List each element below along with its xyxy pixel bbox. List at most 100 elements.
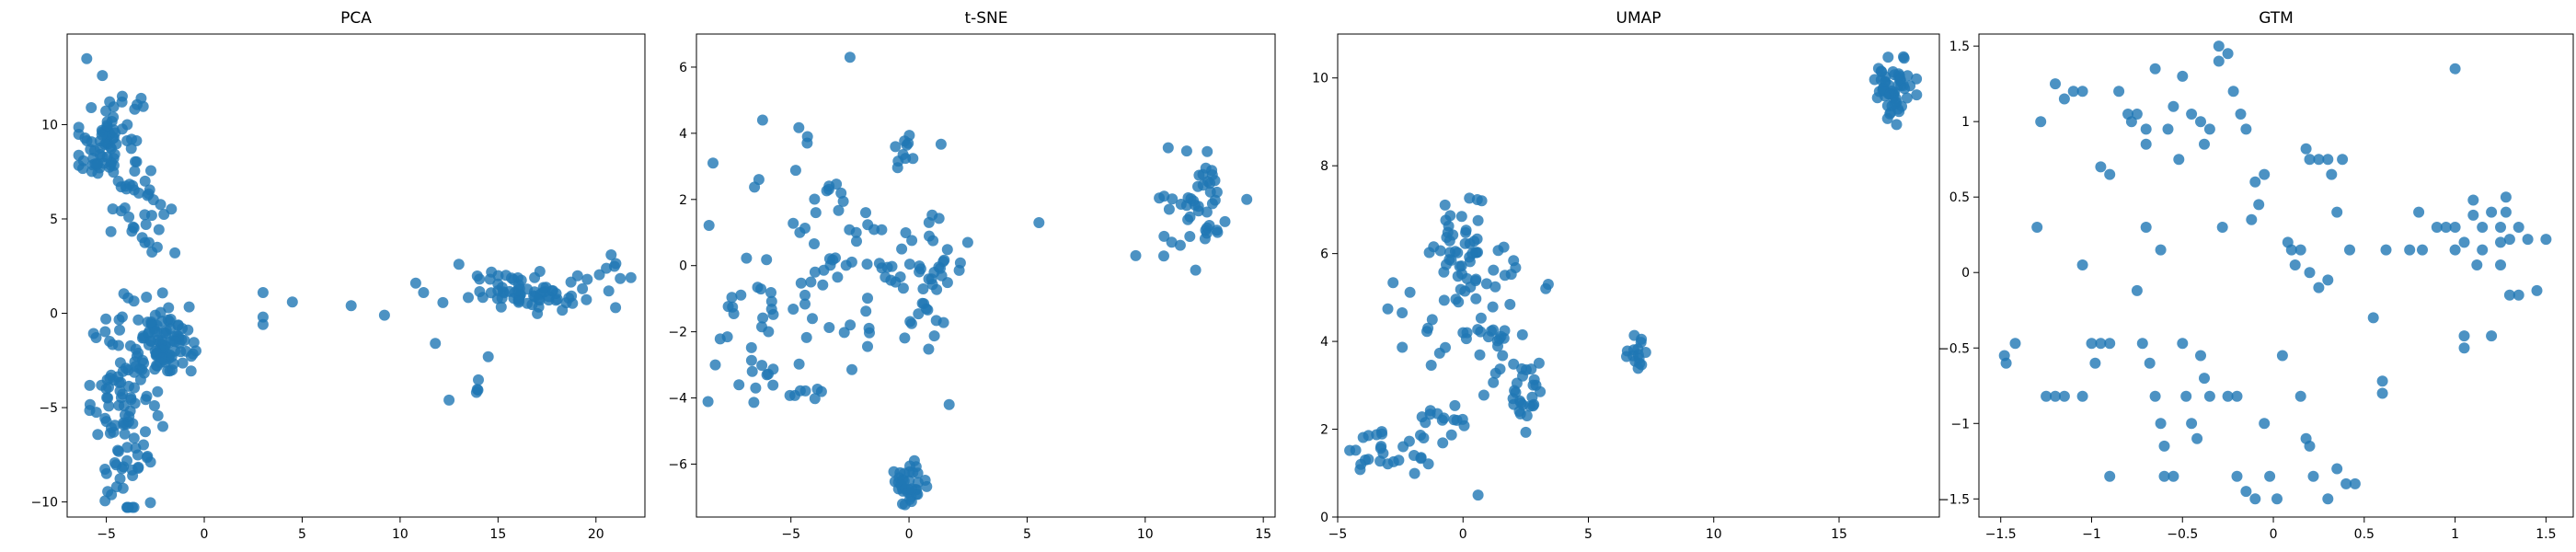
scatter-point	[2264, 470, 2276, 482]
scatter-point	[2313, 282, 2325, 293]
scatter-point	[1447, 229, 1459, 241]
scatter-point	[2222, 390, 2234, 402]
scatter-point	[2149, 63, 2161, 75]
scatter-point	[756, 114, 768, 126]
scatter-point	[2136, 338, 2148, 350]
scatter-point	[2294, 390, 2306, 402]
y-tick-label: −1	[1950, 417, 1970, 431]
scatter-point	[177, 357, 189, 369]
scatter-point	[104, 96, 116, 108]
scatter-point	[1517, 370, 1528, 382]
scatter-point	[557, 305, 569, 316]
scatter-point	[2203, 123, 2215, 135]
scatter-point	[2440, 222, 2452, 233]
scatter-point	[1403, 435, 1415, 447]
scatter-point	[2125, 116, 2137, 128]
scatter-point	[897, 282, 909, 294]
scatter-point	[788, 304, 799, 315]
scatter-point	[2477, 244, 2489, 256]
scatter-point	[2458, 342, 2470, 354]
scatter-point	[1525, 363, 1537, 375]
scatter-point	[900, 227, 912, 238]
scatter-point	[1453, 296, 1465, 308]
scatter-point	[2246, 213, 2258, 225]
y-tick-label: −10	[30, 496, 58, 511]
scatter-point	[1241, 193, 1253, 205]
y-tick-label: 2	[1320, 423, 1328, 438]
scatter-point	[727, 301, 739, 313]
scatter-point	[1203, 220, 1215, 231]
scatter-point	[157, 420, 168, 432]
scatter-point	[799, 385, 811, 397]
scatter-point	[2467, 209, 2479, 221]
scatter-point	[1461, 272, 1473, 284]
scatter-point	[110, 459, 122, 471]
scatter-point	[800, 331, 812, 343]
scatter-point	[593, 269, 605, 281]
scatter-point	[811, 384, 823, 395]
scatter-point	[1480, 278, 1492, 290]
scatter-point	[2058, 93, 2070, 105]
scatter-point	[2531, 284, 2543, 296]
scatter-point	[132, 187, 144, 199]
scatter-point	[130, 155, 141, 167]
scatter-point	[1425, 360, 1437, 371]
scatter-point	[862, 340, 873, 352]
scatter-point	[1382, 303, 1394, 315]
scatter-point	[175, 346, 187, 358]
scatter-point	[148, 400, 160, 411]
scatter-points	[702, 52, 1253, 511]
scatter-point	[860, 207, 871, 219]
x-tick-label: 15	[1831, 527, 1847, 542]
scatter-point	[741, 252, 753, 264]
scatter-point	[2131, 284, 2143, 296]
scatter-point	[2376, 375, 2388, 387]
scatter-panel-tsne: t-SNE −5 0 5 10 15 −6 −4 −2 0 2 4 6	[668, 9, 1276, 542]
scatter-point	[121, 442, 133, 454]
scatter-point	[1387, 277, 1399, 289]
scatter-point	[1158, 190, 1170, 202]
scatter-point	[1510, 386, 1522, 398]
scatter-point	[2177, 70, 2189, 82]
scatter-point	[1204, 186, 1216, 198]
scatter-point	[1130, 249, 1142, 261]
scatter-point	[2522, 234, 2534, 246]
scatter-point	[2259, 418, 2271, 430]
scatter-point	[141, 452, 153, 464]
scatter-point	[144, 497, 156, 509]
y-tick-label: 10	[1312, 72, 1328, 86]
scatter-point	[2380, 244, 2392, 256]
scatter-point	[767, 379, 779, 391]
scatter-point	[345, 300, 357, 312]
scatter-point	[163, 302, 175, 314]
scatter-point	[484, 273, 496, 285]
scatter-point	[1468, 236, 1480, 247]
scatter-point	[835, 187, 847, 199]
scatter-point	[101, 120, 113, 132]
scatter-point	[2471, 259, 2483, 270]
scatter-point	[2000, 357, 2012, 369]
scatter-point	[2131, 109, 2143, 120]
scatter-point	[2449, 244, 2461, 256]
scatter-point	[1516, 328, 1528, 340]
scatter-point	[1636, 333, 1648, 345]
scatter-point	[453, 259, 465, 270]
scatter-point	[140, 394, 152, 406]
scatter-point	[2216, 222, 2228, 233]
scatter-point	[1158, 250, 1169, 262]
scatter-point	[495, 301, 507, 313]
scatter-point	[1528, 374, 1540, 385]
scatter-point	[1472, 214, 1484, 226]
scatter-point	[152, 409, 164, 421]
scatter-point	[601, 262, 613, 274]
scatter-point	[496, 293, 508, 305]
scatter-point	[922, 304, 934, 316]
scatter-point	[1882, 52, 1894, 63]
scatter-point	[1455, 260, 1467, 272]
x-tick-label: 10	[1137, 527, 1154, 542]
scatter-point	[1374, 455, 1386, 467]
scatter-point	[145, 335, 157, 347]
scatter-point	[896, 243, 908, 255]
scatter-point	[496, 282, 508, 293]
